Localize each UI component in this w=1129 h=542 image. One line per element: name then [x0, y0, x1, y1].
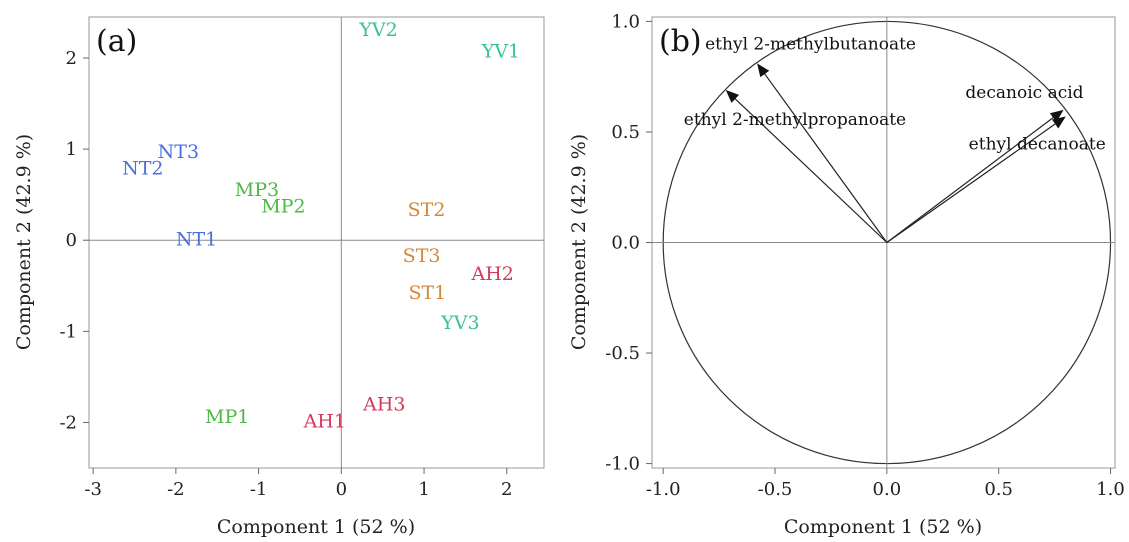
score-plot-y-tick-label: -2 [59, 412, 77, 433]
score-point-nt3: NT3 [158, 141, 199, 163]
score-plot-y-tick-label: -1 [59, 321, 77, 342]
score-plot-x-tick-label: -3 [84, 479, 102, 500]
score-point-yv3: YV3 [440, 312, 479, 334]
score-plot-x-tick-label: 0 [336, 479, 347, 500]
loadings-plot-x-ticks: -1.0 -0.5 0.0 0.5 1.0 [646, 468, 1125, 500]
score-point-nt2: NT2 [122, 157, 163, 179]
loadings-plot-y-tick-label: -1.0 [605, 454, 640, 475]
score-plot-x-tick-label: 1 [418, 479, 429, 500]
score-point-mp1: MP1 [205, 406, 249, 428]
score-point-mp3: MP3 [235, 179, 279, 201]
score-plot-reference-lines [89, 17, 544, 468]
loading-arrow-head [725, 89, 740, 103]
loading-arrow-line [734, 98, 888, 243]
loading-label-0: ethyl 2-methylbutanoate [705, 34, 916, 54]
loadings-plot-panel-label: (b) [659, 24, 702, 59]
loadings-plot-panel: (b) -1.0 -0.5 0.0 0.5 1.0 -1.0-0.50.00.51.0 … [568, 11, 1125, 538]
loading-arrow-head [757, 63, 770, 78]
score-plot-x-axis-title: Component 1 (52 %) [217, 516, 415, 538]
loading-arrow-head [1049, 109, 1064, 123]
score-plot-panel-label: (a) [96, 24, 137, 59]
score-plot-x-tick-label: -1 [250, 479, 268, 500]
loadings-plot-y-ticks: -1.0 -0.5 0.0 0.5 1.0 [605, 11, 652, 475]
score-point-nt1: NT1 [176, 228, 217, 250]
score-point-st2: ST2 [408, 199, 446, 221]
loading-label-2: decanoic acid [965, 83, 1083, 103]
loading-arrow-head [1051, 116, 1066, 129]
loadings-plot-y-tick-label: 1.0 [611, 11, 640, 32]
loading-arrow-line [764, 73, 888, 243]
score-plot-y-tick-label: 2 [66, 48, 77, 69]
score-point-yv1: YV1 [481, 41, 520, 63]
score-plot-y-ticks: -2 -1 0 1 2 [59, 48, 89, 433]
score-plot-y-tick-label: 1 [66, 139, 77, 160]
score-point-st3: ST3 [403, 245, 441, 267]
loading-label-1: ethyl 2-methylpropanoate [684, 110, 906, 130]
loadings-plot-y-tick-label: 0.5 [611, 122, 640, 143]
loadings-plot-x-tick-label: -1.0 [646, 479, 681, 500]
loadings-plot-y-tick-label: 0.0 [611, 233, 640, 254]
score-plot-frame [88, 16, 545, 469]
score-point-mp2: MP2 [261, 196, 305, 218]
score-point-yv2: YV2 [358, 19, 397, 41]
loadings-plot-y-tick-label: -0.5 [605, 343, 640, 364]
loadings-plot-x-axis-title: Component 1 (52 %) [784, 516, 982, 538]
loading-arrow-line [886, 123, 1056, 243]
score-plot-y-axis-title: Component 2 (42.9 %) [13, 134, 35, 350]
loading-arrow-line [886, 117, 1054, 243]
loadings-plot-y-axis-title: Component 2 (42.9 %) [568, 134, 590, 350]
score-point-st1: ST1 [408, 282, 446, 304]
loadings-plot-arrows: ethyl 2-methylbutanoate ethyl 2-methylpro… [684, 34, 1106, 243]
loadings-plot-x-tick-label: 1.0 [1096, 479, 1125, 500]
score-plot-y-tick-label: 0 [66, 230, 77, 251]
score-point-ah1: AH1 [303, 411, 346, 433]
loading-label-3: ethyl decanoate [969, 134, 1106, 154]
loadings-plot-x-tick-label: -0.5 [758, 479, 793, 500]
loadings-plot-x-tick-label: 0.5 [984, 479, 1013, 500]
score-point-ah2: AH2 [471, 263, 514, 285]
score-plot-x-tick-label: 2 [501, 479, 512, 500]
loadings-plot-x-tick-label: 0.0 [873, 479, 902, 500]
score-plot-x-tick-label: -2 [167, 479, 185, 500]
score-point-ah3: AH3 [362, 393, 405, 415]
loadings-plot-reference-lines [652, 17, 1115, 468]
score-plot-x-ticks: -3 -2 -1 0 1 2 [84, 468, 512, 500]
